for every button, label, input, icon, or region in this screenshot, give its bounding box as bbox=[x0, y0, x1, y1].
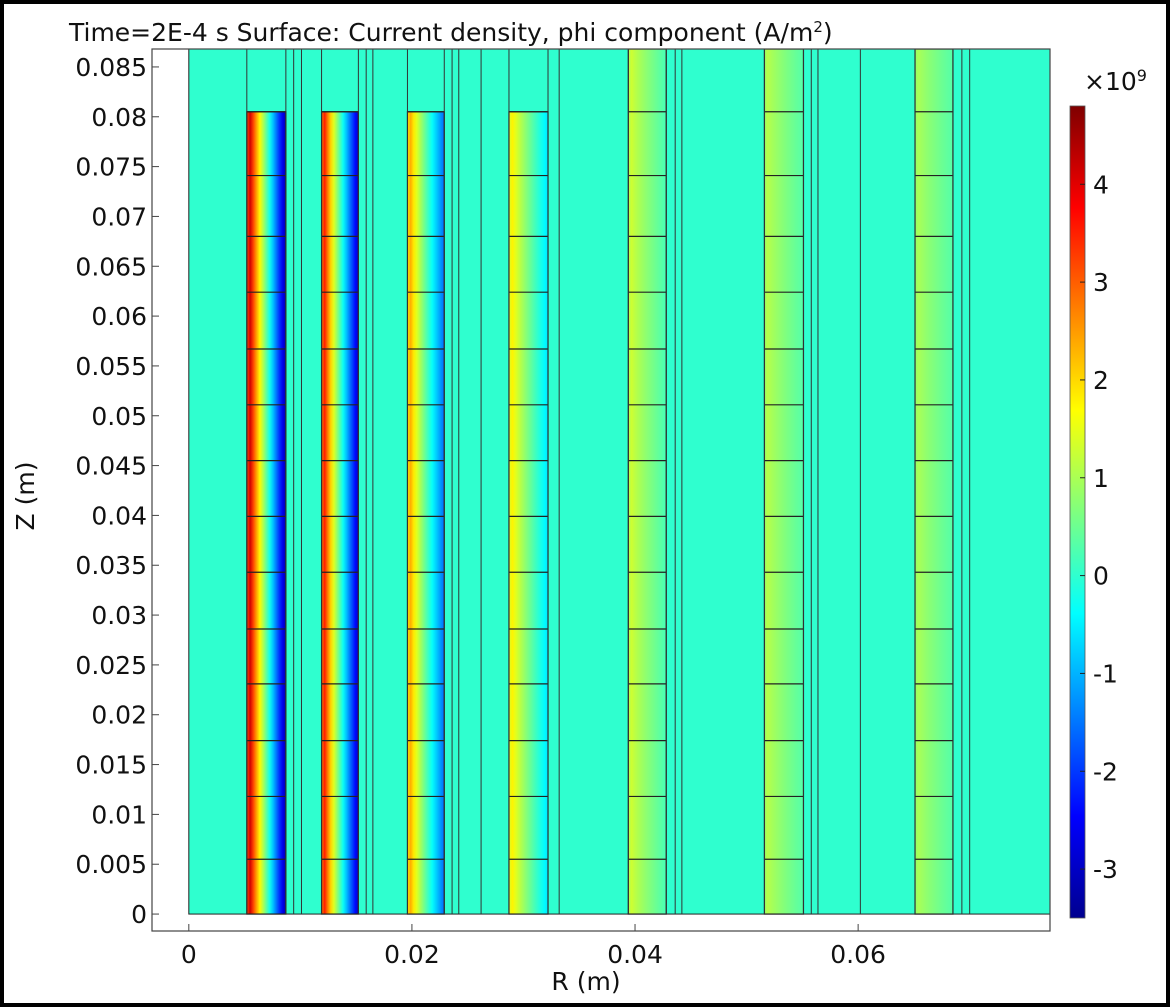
y-tick-label: 0.07 bbox=[91, 202, 147, 231]
x-tick-label: 0 bbox=[181, 940, 197, 969]
y-tick-label: 0.045 bbox=[75, 452, 147, 481]
axes: 0 0.005 0.01 0.015 0.02 0.025 0.03 0.035 0.04 0.0… bbox=[75, 48, 1051, 969]
y-tick-label: 0.075 bbox=[75, 153, 147, 182]
colorbar-multiplier-exp: 9 bbox=[1137, 66, 1147, 85]
coil-4 bbox=[508, 111, 549, 915]
y-tick-label: 0.08 bbox=[91, 103, 147, 132]
coil-1 bbox=[246, 111, 287, 915]
coil-2 bbox=[320, 111, 359, 915]
y-tick-label: 0 bbox=[131, 900, 147, 929]
plot-canvas: Time=2E-4 s Surface: Current density, ph… bbox=[4, 4, 1166, 1003]
axes-frame bbox=[151, 48, 1051, 932]
colorbar-tick-label: 2 bbox=[1093, 366, 1109, 395]
y-tick-label: 0.035 bbox=[75, 551, 147, 580]
y-tick-label: 0.02 bbox=[91, 701, 147, 730]
chart-title-text: Time=2E-4 s Surface: Current density, ph… bbox=[68, 18, 813, 47]
colorbar-tick-label: 1 bbox=[1093, 464, 1109, 493]
colorbar-tick-label: -2 bbox=[1093, 757, 1118, 786]
y-axis-label: Z (m) bbox=[11, 462, 40, 531]
y-tick-label: 0.065 bbox=[75, 252, 147, 281]
y-tick-label: 0.03 bbox=[91, 601, 147, 630]
y-tick-label: 0.025 bbox=[75, 651, 147, 680]
colorbar-gradient bbox=[1069, 105, 1086, 919]
colorbar-tick-label: 3 bbox=[1093, 268, 1109, 297]
y-tick-label: 0.04 bbox=[91, 501, 147, 530]
coil-6 bbox=[763, 49, 805, 915]
colorbar-multiplier: ×109 bbox=[1084, 66, 1147, 97]
colorbar-tick-label: -1 bbox=[1093, 659, 1118, 688]
chart-title-sup: 2 bbox=[813, 18, 823, 36]
y-tick-label: 0.085 bbox=[75, 53, 147, 82]
y-tick-label: 0.005 bbox=[75, 850, 147, 879]
y-tick-label: 0.06 bbox=[91, 302, 147, 331]
plot-area bbox=[188, 49, 1050, 915]
chart-title: Time=2E-4 s Surface: Current density, ph… bbox=[68, 18, 833, 47]
x-axis-label: R (m) bbox=[551, 967, 620, 996]
y-tick-label: 0.01 bbox=[91, 800, 147, 829]
colorbar: 4 3 2 1 0 -1 -2 -3 ×109 bbox=[1069, 66, 1147, 919]
colorbar-tick-label: -3 bbox=[1093, 855, 1118, 884]
y-tick-label: 0.05 bbox=[91, 402, 147, 431]
coil-7 bbox=[914, 49, 954, 915]
y-tick-label: 0.015 bbox=[75, 751, 147, 780]
chart-title-end: ) bbox=[823, 18, 833, 47]
x-tick-label: 0.06 bbox=[830, 940, 886, 969]
colorbar-multiplier-base: ×10 bbox=[1084, 67, 1137, 96]
coil-3 bbox=[406, 111, 445, 915]
colorbar-tick-label: 4 bbox=[1093, 170, 1109, 199]
coil-5 bbox=[627, 49, 667, 915]
current-density-plot: Time=2E-4 s Surface: Current density, ph… bbox=[11, 18, 1147, 996]
x-tick-label: 0.04 bbox=[607, 940, 663, 969]
x-tick-label: 0.02 bbox=[384, 940, 440, 969]
y-tick-label: 0.055 bbox=[75, 352, 147, 381]
colorbar-tick-label: 0 bbox=[1093, 562, 1109, 591]
